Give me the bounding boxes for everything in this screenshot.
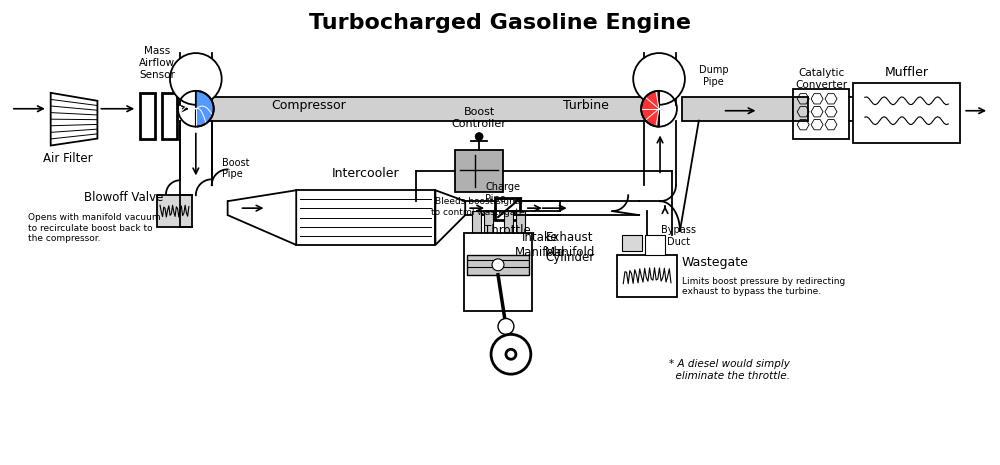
Text: Boost
Controller: Boost Controller <box>452 107 507 129</box>
Circle shape <box>475 133 483 140</box>
Text: Mass
Airflow
Sensor: Mass Airflow Sensor <box>139 46 175 80</box>
Circle shape <box>633 53 685 105</box>
Bar <box>484 211 493 233</box>
Bar <box>682 97 808 121</box>
Bar <box>793 89 849 139</box>
Bar <box>296 190 435 245</box>
Bar <box>140 93 155 139</box>
Text: Opens with manifold vacuum
to recirculate boost back to
the compressor.: Opens with manifold vacuum to recirculat… <box>28 213 160 243</box>
Text: Compressor: Compressor <box>271 99 346 112</box>
Text: Turbine: Turbine <box>563 99 609 112</box>
Text: Limits boost pressure by redirecting
exhaust to bypass the turbine.: Limits boost pressure by redirecting exh… <box>682 277 845 296</box>
Bar <box>853 83 960 143</box>
Text: Cylinder: Cylinder <box>546 252 595 264</box>
Wedge shape <box>196 91 214 126</box>
Polygon shape <box>435 190 465 245</box>
Bar <box>516 211 525 233</box>
Bar <box>622 235 642 251</box>
Bar <box>467 255 529 275</box>
Circle shape <box>498 319 514 334</box>
Text: Intake
Manifold: Intake Manifold <box>515 231 565 259</box>
Text: Throttle: Throttle <box>484 224 531 237</box>
Text: Boost
Pipe: Boost Pipe <box>222 158 249 179</box>
Text: Blowoff Valve: Blowoff Valve <box>84 191 164 204</box>
Circle shape <box>491 334 531 374</box>
Bar <box>645 235 665 255</box>
Text: Intercooler: Intercooler <box>332 167 400 180</box>
Circle shape <box>170 53 222 105</box>
Bar <box>157 195 192 227</box>
Bar <box>617 255 677 297</box>
Bar <box>455 151 503 192</box>
Text: Catalytic
Converter: Catalytic Converter <box>795 68 847 90</box>
Text: Air Filter: Air Filter <box>43 152 92 165</box>
Text: Wastegate: Wastegate <box>682 256 749 269</box>
Text: Bleeds boost signal
to control wastegate.: Bleeds boost signal to control wastegate… <box>431 197 527 217</box>
Text: Turbocharged Gasoline Engine: Turbocharged Gasoline Engine <box>309 13 691 33</box>
Text: Charge
Pipe: Charge Pipe <box>485 182 520 204</box>
Bar <box>793 97 808 121</box>
Text: Bypass
Duct: Bypass Duct <box>661 225 696 247</box>
Wedge shape <box>641 91 659 126</box>
Bar <box>472 211 481 233</box>
Bar <box>504 211 513 233</box>
Bar <box>495 198 520 220</box>
Polygon shape <box>228 190 296 245</box>
Text: * A diesel would simply
  eliminate the throttle.: * A diesel would simply eliminate the th… <box>669 359 790 381</box>
Bar <box>162 93 177 139</box>
Text: Muffler: Muffler <box>885 66 929 80</box>
Text: Exhaust
Manifold: Exhaust Manifold <box>544 231 595 259</box>
Circle shape <box>506 349 516 359</box>
Bar <box>464 233 532 311</box>
Circle shape <box>492 259 504 271</box>
Polygon shape <box>51 93 97 146</box>
Bar <box>197 97 659 121</box>
Text: Dump
Pipe: Dump Pipe <box>699 65 729 87</box>
